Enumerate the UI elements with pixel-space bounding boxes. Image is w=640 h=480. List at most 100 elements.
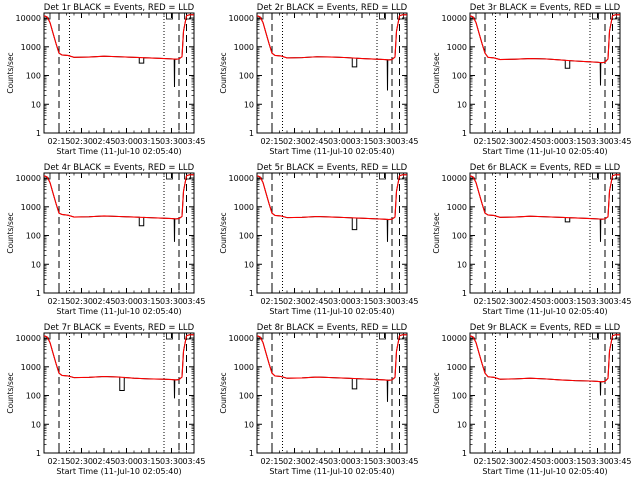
- y-tick-label: 100: [452, 392, 467, 401]
- y-tick-label: 10000: [229, 174, 254, 183]
- x-tick-label: 02:15: [47, 297, 70, 306]
- lld-series-line: [256, 14, 407, 61]
- lld-series-line: [469, 334, 620, 383]
- x-tick-label: 02:30: [496, 137, 519, 146]
- corner-marker: [397, 172, 404, 180]
- y-tick-label: 100: [239, 392, 254, 401]
- x-axis-label: Start Time (11-Jul-10 02:05:40): [482, 467, 607, 476]
- plot-frame: [469, 12, 621, 134]
- plot-frame: [469, 172, 621, 294]
- lld-series-line: [256, 174, 407, 221]
- y-axis-label: Counts/sec: [432, 212, 441, 253]
- corner-marker: [379, 12, 386, 20]
- y-tick-label: 100: [26, 232, 41, 241]
- x-tick-label: 02:15: [47, 137, 70, 146]
- x-tick-label: 02:45: [305, 297, 328, 306]
- y-tick-label: 10000: [229, 14, 254, 23]
- x-tick-label: 02:30: [496, 457, 519, 466]
- x-tick-label: 03:45: [608, 457, 631, 466]
- y-tick-label: 10000: [442, 334, 467, 343]
- y-tick-label: 1: [36, 129, 41, 138]
- x-tick-label: 03:15: [137, 137, 160, 146]
- x-tick-label: 03:00: [328, 297, 351, 306]
- chart-title: Det 5r BLACK = Events, RED = LLD: [257, 163, 408, 173]
- y-tick-label: 1: [249, 449, 254, 458]
- chart-title: Det 9r BLACK = Events, RED = LLD: [470, 323, 621, 333]
- x-tick-label: 02:30: [283, 137, 306, 146]
- x-tick-label: 03:45: [608, 137, 631, 146]
- x-tick-label: 02:45: [518, 137, 541, 146]
- x-tick-label: 02:15: [473, 137, 496, 146]
- x-tick-label: 03:15: [563, 137, 586, 146]
- corner-marker: [610, 332, 617, 340]
- x-tick-label: 03:00: [541, 297, 564, 306]
- y-tick-label: 1000: [21, 43, 41, 52]
- events-series-line: [43, 334, 194, 399]
- plot-frame: [256, 332, 408, 454]
- corner-marker: [184, 172, 191, 180]
- x-axis-label: Start Time (11-Jul-10 02:05:40): [482, 147, 607, 156]
- y-tick-label: 10: [457, 420, 467, 429]
- x-tick-label: 03:00: [115, 297, 138, 306]
- events-series-line: [256, 14, 407, 91]
- lld-series-line: [256, 334, 407, 381]
- x-tick-label: 02:45: [92, 457, 115, 466]
- corner-marker: [592, 332, 599, 340]
- plot-frame: [256, 172, 408, 294]
- corner-marker: [610, 172, 617, 180]
- x-tick-label: 03:30: [373, 297, 396, 306]
- plot-frame: [43, 332, 195, 454]
- chart-panel-6: Det 6r BLACK = Events, RED = LLD 1 10 100 10…: [432, 163, 632, 316]
- chart-title: Det 1r BLACK = Events, RED = LLD: [44, 3, 195, 13]
- x-tick-label: 02:15: [473, 297, 496, 306]
- x-tick-label: 03:45: [395, 457, 418, 466]
- x-tick-label: 03:30: [586, 137, 609, 146]
- lld-series-line: [469, 174, 620, 220]
- x-tick-label: 02:15: [260, 457, 283, 466]
- x-tick-label: 02:15: [260, 297, 283, 306]
- x-tick-label: 02:15: [47, 457, 70, 466]
- y-tick-label: 1: [36, 289, 41, 298]
- events-series-line: [256, 334, 407, 402]
- corner-marker: [166, 172, 173, 180]
- corner-marker: [379, 172, 386, 180]
- y-axis-label: Counts/sec: [219, 372, 228, 413]
- x-tick-label: 02:30: [283, 297, 306, 306]
- events-series-line: [469, 14, 620, 86]
- lld-series-line: [469, 14, 620, 64]
- y-tick-label: 100: [239, 72, 254, 81]
- y-tick-label: 10: [244, 260, 254, 269]
- chart-panel-5: Det 5r BLACK = Events, RED = LLD 1 10 100 10…: [219, 163, 419, 316]
- y-axis-label: Counts/sec: [6, 52, 15, 93]
- corner-marker: [184, 12, 191, 20]
- chart-title: Det 8r BLACK = Events, RED = LLD: [257, 323, 408, 333]
- x-tick-label: 03:45: [395, 297, 418, 306]
- x-axis-label: Start Time (11-Jul-10 02:05:40): [269, 467, 394, 476]
- x-axis-label: Start Time (11-Jul-10 02:05:40): [56, 467, 181, 476]
- corner-marker: [610, 12, 617, 20]
- x-tick-label: 03:30: [160, 457, 183, 466]
- x-tick-label: 03:45: [182, 457, 205, 466]
- x-tick-label: 02:30: [283, 457, 306, 466]
- x-tick-label: 02:45: [305, 457, 328, 466]
- y-tick-label: 10000: [16, 14, 41, 23]
- x-tick-label: 03:00: [115, 137, 138, 146]
- plot-frame: [43, 172, 195, 294]
- y-tick-label: 10: [244, 100, 254, 109]
- x-tick-label: 03:30: [586, 457, 609, 466]
- chart-title: Det 7r BLACK = Events, RED = LLD: [44, 323, 195, 333]
- x-tick-label: 03:15: [350, 457, 373, 466]
- x-tick-label: 03:00: [115, 457, 138, 466]
- y-axis-label: Counts/sec: [432, 52, 441, 93]
- x-tick-label: 03:00: [328, 137, 351, 146]
- y-tick-label: 1000: [234, 43, 254, 52]
- x-tick-label: 03:45: [395, 137, 418, 146]
- x-tick-label: 03:00: [541, 137, 564, 146]
- y-tick-label: 100: [26, 392, 41, 401]
- x-axis-label: Start Time (11-Jul-10 02:05:40): [56, 307, 181, 316]
- y-tick-label: 1: [462, 449, 467, 458]
- x-tick-label: 03:45: [182, 137, 205, 146]
- y-tick-label: 10: [31, 260, 41, 269]
- y-tick-label: 10: [457, 100, 467, 109]
